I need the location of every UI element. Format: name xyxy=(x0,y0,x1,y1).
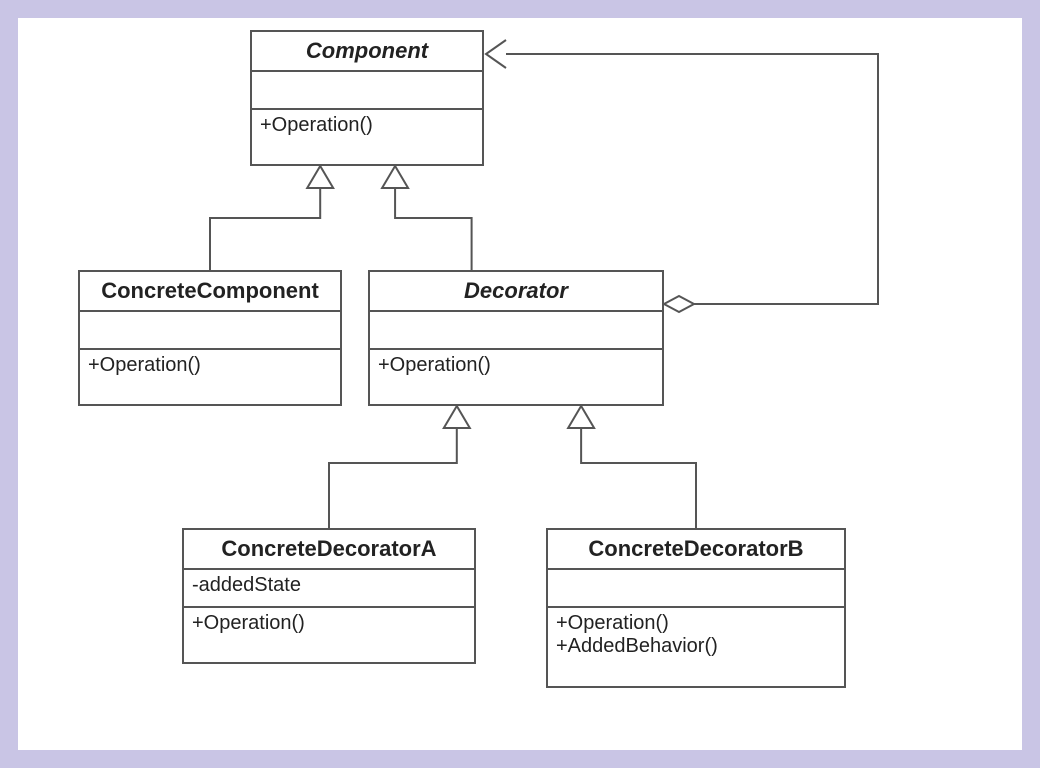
class-ops: +Operation() xyxy=(80,350,340,386)
class-attrs xyxy=(80,312,340,350)
class-ops: +Operation() xyxy=(252,110,482,146)
class-attrs: -addedState xyxy=(184,570,474,608)
class-name: ConcreteDecoratorB xyxy=(548,530,844,570)
op: +Operation() xyxy=(378,354,654,377)
op: +Operation() xyxy=(556,612,836,635)
class-decorator: Decorator +Operation() xyxy=(368,270,664,406)
class-component: Component +Operation() xyxy=(250,30,484,166)
class-name: ConcreteDecoratorA xyxy=(184,530,474,570)
attr: -addedState xyxy=(192,574,466,597)
op: +Operation() xyxy=(88,354,332,377)
class-name: Decorator xyxy=(370,272,662,312)
class-ops: +Operation() xyxy=(370,350,662,386)
class-ops: +Operation() +AddedBehavior() xyxy=(548,608,844,662)
class-concrete-component: ConcreteComponent +Operation() xyxy=(78,270,342,406)
op: +AddedBehavior() xyxy=(556,635,836,658)
class-attrs xyxy=(370,312,662,350)
class-concrete-decorator-b: ConcreteDecoratorB +Operation() +AddedBe… xyxy=(546,528,846,688)
class-ops: +Operation() xyxy=(184,608,474,644)
class-concrete-decorator-a: ConcreteDecoratorA -addedState +Operatio… xyxy=(182,528,476,664)
op: +Operation() xyxy=(192,612,466,635)
diagram-frame: Component +Operation() ConcreteComponent… xyxy=(18,18,1022,750)
class-attrs xyxy=(548,570,844,608)
op: +Operation() xyxy=(260,114,474,137)
class-attrs xyxy=(252,72,482,110)
class-name: Component xyxy=(252,32,482,72)
class-name: ConcreteComponent xyxy=(80,272,340,312)
